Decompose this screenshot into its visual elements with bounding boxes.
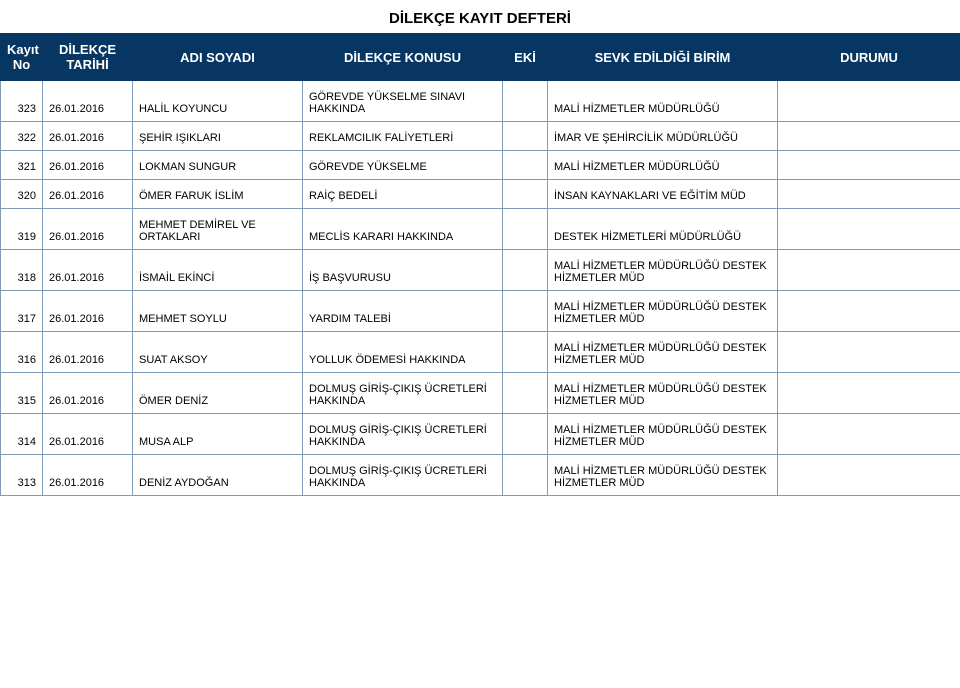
- cell-dept: MALİ HİZMETLER MÜDÜRLÜĞÜ DESTEK HİZMETLE…: [548, 373, 778, 414]
- cell-eki: [503, 209, 548, 250]
- cell-name: MEHMET DEMİREL VE ORTAKLARI: [133, 209, 303, 250]
- cell-date: 26.01.2016: [43, 291, 133, 332]
- cell-status: [778, 81, 960, 122]
- cell-eki: [503, 180, 548, 209]
- cell-subject: YARDIM TALEBİ: [303, 291, 503, 332]
- cell-name: ŞEHİR IŞIKLARI: [133, 122, 303, 151]
- cell-status: [778, 414, 960, 455]
- cell-dept: MALİ HİZMETLER MÜDÜRLÜĞÜ DESTEK HİZMETLE…: [548, 332, 778, 373]
- cell-no: 321: [1, 151, 43, 180]
- table-row: 31926.01.2016MEHMET DEMİREL VE ORTAKLARI…: [1, 209, 960, 250]
- cell-no: 315: [1, 373, 43, 414]
- table-row: 31726.01.2016MEHMET SOYLUYARDIM TALEBİ MA…: [1, 291, 960, 332]
- cell-no: 316: [1, 332, 43, 373]
- cell-name: HALİL KOYUNCU: [133, 81, 303, 122]
- cell-name: MUSA ALP: [133, 414, 303, 455]
- cell-eki: [503, 414, 548, 455]
- table-body: 32326.01.2016HALİL KOYUNCUGÖREVDE YÜKSEL…: [1, 81, 960, 496]
- cell-subject: RAİÇ BEDELİ: [303, 180, 503, 209]
- cell-dept: MALİ HİZMETLER MÜDÜRLÜĞÜ: [548, 81, 778, 122]
- col-header-dept: SEVK EDİLDİĞİ BİRİM: [548, 34, 778, 81]
- col-header-date: DİLEKÇE TARİHİ: [43, 34, 133, 81]
- cell-eki: [503, 122, 548, 151]
- cell-date: 26.01.2016: [43, 81, 133, 122]
- cell-no: 318: [1, 250, 43, 291]
- cell-date: 26.01.2016: [43, 373, 133, 414]
- col-header-no: Kayıt No: [1, 34, 43, 81]
- cell-date: 26.01.2016: [43, 332, 133, 373]
- cell-dept: İNSAN KAYNAKLARI VE EĞİTİM MÜD: [548, 180, 778, 209]
- cell-no: 320: [1, 180, 43, 209]
- cell-subject: GÖREVDE YÜKSELME SINAVI HAKKINDA: [303, 81, 503, 122]
- cell-no: 322: [1, 122, 43, 151]
- cell-dept: MALİ HİZMETLER MÜDÜRLÜĞÜ DESTEK HİZMETLE…: [548, 250, 778, 291]
- table-row: 32126.01.2016LOKMAN SUNGURGÖREVDE YÜKSEL…: [1, 151, 960, 180]
- col-header-subject: DİLEKÇE KONUSU: [303, 34, 503, 81]
- cell-subject: GÖREVDE YÜKSELME: [303, 151, 503, 180]
- cell-eki: [503, 151, 548, 180]
- cell-eki: [503, 250, 548, 291]
- cell-name: LOKMAN SUNGUR: [133, 151, 303, 180]
- cell-date: 26.01.2016: [43, 209, 133, 250]
- cell-subject: REKLAMCILIK FALİYETLERİ: [303, 122, 503, 151]
- cell-no: 319: [1, 209, 43, 250]
- cell-status: [778, 122, 960, 151]
- cell-subject: DOLMUŞ GİRİŞ-ÇIKIŞ ÜCRETLERİ HAKKINDA: [303, 455, 503, 496]
- page-title: DİLEKÇE KAYIT DEFTERİ: [0, 0, 960, 33]
- cell-date: 26.01.2016: [43, 414, 133, 455]
- cell-name: SUAT AKSOY: [133, 332, 303, 373]
- cell-status: [778, 180, 960, 209]
- table-header-row: Kayıt No DİLEKÇE TARİHİ ADI SOYADI DİLEK…: [1, 34, 960, 81]
- records-table: Kayıt No DİLEKÇE TARİHİ ADI SOYADI DİLEK…: [0, 33, 960, 496]
- cell-dept: İMAR VE ŞEHİRCİLİK MÜDÜRLÜĞÜ: [548, 122, 778, 151]
- col-header-name: ADI SOYADI: [133, 34, 303, 81]
- cell-dept: MALİ HİZMETLER MÜDÜRLÜĞÜ DESTEK HİZMETLE…: [548, 291, 778, 332]
- cell-subject: İŞ BAŞVURUSU: [303, 250, 503, 291]
- cell-status: [778, 455, 960, 496]
- table-row: 32226.01.2016ŞEHİR IŞIKLARIREKLAMCILIK F…: [1, 122, 960, 151]
- cell-status: [778, 291, 960, 332]
- cell-eki: [503, 332, 548, 373]
- cell-status: [778, 250, 960, 291]
- cell-no: 314: [1, 414, 43, 455]
- cell-name: ÖMER FARUK İSLİM: [133, 180, 303, 209]
- cell-date: 26.01.2016: [43, 122, 133, 151]
- table-row: 31526.01.2016ÖMER DENİZDOLMUŞ GİRİŞ-ÇIKI…: [1, 373, 960, 414]
- cell-date: 26.01.2016: [43, 151, 133, 180]
- col-header-eki: EKİ: [503, 34, 548, 81]
- cell-dept: MALİ HİZMETLER MÜDÜRLÜĞÜ DESTEK HİZMETLE…: [548, 414, 778, 455]
- table-row: 31426.01.2016MUSA ALPDOLMUŞ GİRİŞ-ÇIKIŞ …: [1, 414, 960, 455]
- cell-date: 26.01.2016: [43, 180, 133, 209]
- col-header-status: DURUMU: [778, 34, 960, 81]
- cell-subject: DOLMUŞ GİRİŞ-ÇIKIŞ ÜCRETLERİ HAKKINDA: [303, 373, 503, 414]
- cell-date: 26.01.2016: [43, 455, 133, 496]
- cell-date: 26.01.2016: [43, 250, 133, 291]
- cell-status: [778, 209, 960, 250]
- cell-eki: [503, 373, 548, 414]
- cell-subject: DOLMUŞ GİRİŞ-ÇIKIŞ ÜCRETLERİ HAKKINDA: [303, 414, 503, 455]
- table-row: 32026.01.2016ÖMER FARUK İSLİMRAİÇ BEDELİ…: [1, 180, 960, 209]
- cell-dept: MALİ HİZMETLER MÜDÜRLÜĞÜ DESTEK HİZMETLE…: [548, 455, 778, 496]
- cell-status: [778, 332, 960, 373]
- table-row: 32326.01.2016HALİL KOYUNCUGÖREVDE YÜKSEL…: [1, 81, 960, 122]
- table-row: 31626.01.2016SUAT AKSOYYOLLUK ÖDEMESİ HA…: [1, 332, 960, 373]
- cell-name: ÖMER DENİZ: [133, 373, 303, 414]
- cell-no: 313: [1, 455, 43, 496]
- cell-dept: MALİ HİZMETLER MÜDÜRLÜĞÜ: [548, 151, 778, 180]
- cell-subject: YOLLUK ÖDEMESİ HAKKINDA: [303, 332, 503, 373]
- cell-name: MEHMET SOYLU: [133, 291, 303, 332]
- cell-eki: [503, 81, 548, 122]
- cell-status: [778, 373, 960, 414]
- table-row: 31326.01.2016DENİZ AYDOĞANDOLMUŞ GİRİŞ-Ç…: [1, 455, 960, 496]
- cell-eki: [503, 455, 548, 496]
- cell-no: 317: [1, 291, 43, 332]
- cell-dept: DESTEK HİZMETLERİ MÜDÜRLÜĞÜ: [548, 209, 778, 250]
- cell-subject: MECLİS KARARI HAKKINDA: [303, 209, 503, 250]
- cell-status: [778, 151, 960, 180]
- cell-name: İSMAİL EKİNCİ: [133, 250, 303, 291]
- cell-name: DENİZ AYDOĞAN: [133, 455, 303, 496]
- table-row: 31826.01.2016İSMAİL EKİNCİİŞ BAŞVURUSU MA…: [1, 250, 960, 291]
- cell-no: 323: [1, 81, 43, 122]
- cell-eki: [503, 291, 548, 332]
